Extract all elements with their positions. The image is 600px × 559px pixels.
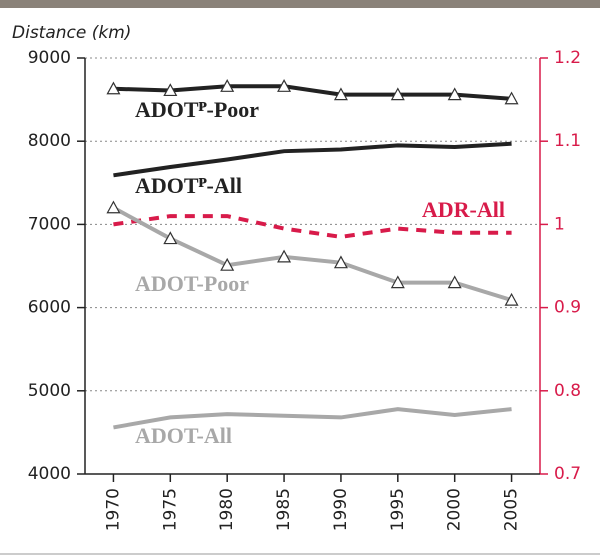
marker xyxy=(333,255,348,269)
series-label: ADR-All xyxy=(422,197,505,222)
y-tick-label: 9000 xyxy=(28,48,71,68)
x-tick-label: 1975 xyxy=(160,488,180,531)
marker xyxy=(390,87,405,101)
x-tick-label: 2000 xyxy=(445,488,465,531)
marker xyxy=(220,257,235,271)
y-tick-label: 6000 xyxy=(28,298,71,318)
y2-tick-label: 1.1 xyxy=(554,131,581,151)
series-line xyxy=(113,407,512,430)
x-tick-label: 1970 xyxy=(103,488,123,531)
marker xyxy=(163,83,178,97)
marker xyxy=(106,81,121,95)
top-bar xyxy=(0,0,600,8)
marker xyxy=(277,249,292,263)
series-line xyxy=(112,206,513,303)
x-tick-label: 1980 xyxy=(217,488,237,531)
x-tick-label: 2005 xyxy=(502,488,522,531)
series-label: ADOT-Poor xyxy=(135,271,249,296)
series-line xyxy=(113,141,512,178)
y-tick-label: 7000 xyxy=(28,214,71,234)
series-label: ADOTᴾ-Poor xyxy=(135,97,259,122)
series-line xyxy=(113,214,512,239)
x-tick-label: 1985 xyxy=(274,488,294,531)
x-tick-label: 1995 xyxy=(388,488,408,531)
y-tick-label: 5000 xyxy=(28,381,71,401)
marker xyxy=(447,275,462,289)
marker xyxy=(106,200,121,214)
marker xyxy=(504,91,519,105)
marker xyxy=(163,231,178,245)
series-line xyxy=(113,84,512,101)
y2-tick-label: 1.2 xyxy=(554,48,581,68)
x-tick-label: 1990 xyxy=(331,488,351,531)
y2-tick-label: 0.7 xyxy=(554,464,581,484)
series-label: ADOT-All xyxy=(135,423,232,448)
y2-tick-label: 0.8 xyxy=(554,381,581,401)
y-axis-label: Distance (km) xyxy=(12,23,131,43)
y-tick-label: 8000 xyxy=(28,131,71,151)
series-label: ADOTᴾ-All xyxy=(135,173,242,198)
marker xyxy=(333,87,348,101)
marker xyxy=(220,79,235,92)
y-tick-label: 4000 xyxy=(28,464,71,484)
y2-tick-label: 0.9 xyxy=(554,298,581,318)
marker xyxy=(390,275,405,289)
marker xyxy=(277,79,292,92)
y2-tick-label: 1 xyxy=(554,214,565,234)
marker xyxy=(504,292,519,306)
marker xyxy=(447,87,462,101)
